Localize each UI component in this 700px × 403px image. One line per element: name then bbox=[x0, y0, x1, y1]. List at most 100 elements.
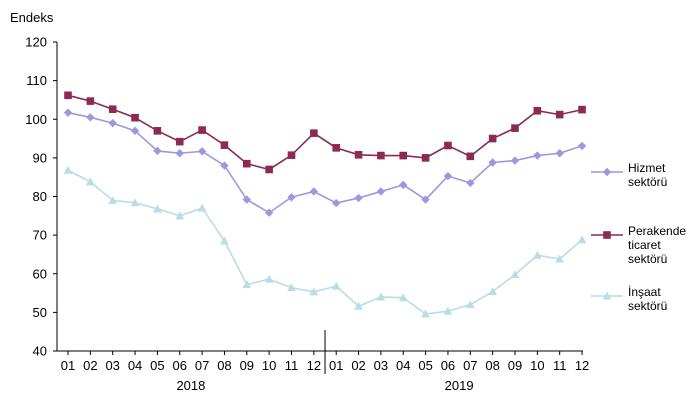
y-tick-label: 90 bbox=[33, 150, 47, 165]
data-point bbox=[377, 151, 385, 160]
x-tick-label: 06 bbox=[441, 358, 455, 373]
x-tick-label: 09 bbox=[240, 358, 254, 373]
data-point bbox=[332, 198, 341, 208]
data-point bbox=[197, 203, 207, 212]
data-point bbox=[220, 161, 229, 170]
legend-label-line: Perakende bbox=[628, 224, 686, 238]
data-point bbox=[533, 106, 542, 115]
data-point bbox=[555, 149, 564, 158]
x-tick-labels: 01 02 03 04 05 06 07 08 09 10 11 12 01 02 03 04 05 06 07 08… bbox=[61, 358, 590, 373]
x-tick-label: 01 bbox=[61, 358, 75, 373]
data-point bbox=[488, 134, 497, 143]
data-point bbox=[197, 147, 207, 156]
data-point bbox=[354, 301, 363, 310]
data-point bbox=[130, 126, 140, 136]
data-point bbox=[175, 211, 185, 220]
data-point bbox=[421, 154, 430, 162]
y-tick-label: 80 bbox=[33, 189, 47, 204]
series-line bbox=[67, 169, 583, 315]
data-point bbox=[64, 91, 72, 100]
legend-marker bbox=[603, 231, 611, 239]
legend-marker bbox=[602, 167, 612, 177]
x-tick-label: 05 bbox=[150, 358, 164, 373]
data-point bbox=[354, 150, 363, 159]
data-point bbox=[376, 187, 386, 196]
data-point bbox=[354, 193, 363, 203]
y-tick-label: 110 bbox=[26, 73, 47, 88]
legend-label: Perakende ticaret sektörü bbox=[628, 224, 686, 266]
data-point bbox=[421, 195, 430, 204]
series-1 bbox=[63, 108, 587, 217]
series-2 bbox=[64, 91, 586, 174]
legend-label-line: sektörü bbox=[628, 299, 667, 313]
data-point bbox=[175, 149, 184, 158]
data-point bbox=[510, 156, 520, 165]
x-tick-label: 12 bbox=[307, 358, 321, 373]
data-point bbox=[220, 236, 229, 245]
data-point bbox=[220, 141, 229, 149]
x-tick-label: 05 bbox=[418, 358, 432, 373]
data-point bbox=[555, 110, 564, 119]
data-point bbox=[399, 151, 408, 160]
data-point bbox=[85, 177, 95, 186]
x-tick-label: 01 bbox=[329, 358, 343, 373]
y-tick-label: 60 bbox=[33, 266, 47, 281]
legend-marker bbox=[602, 291, 612, 300]
data-point bbox=[242, 280, 252, 289]
data-point bbox=[399, 180, 408, 190]
data-point bbox=[332, 144, 340, 152]
legend-label-line: sektörü bbox=[628, 252, 667, 266]
year-labels: 2018 2019 bbox=[176, 378, 473, 393]
legend-entry-3: İnşaat sektörü bbox=[591, 285, 667, 313]
data-point bbox=[264, 208, 274, 217]
data-point bbox=[443, 171, 453, 181]
x-tick-label: 12 bbox=[575, 358, 589, 373]
year-label: 2018 bbox=[176, 378, 205, 393]
data-point bbox=[131, 113, 139, 122]
data-point bbox=[555, 254, 565, 263]
data-point bbox=[421, 309, 430, 318]
x-tick-label: 11 bbox=[553, 358, 567, 373]
data-point bbox=[130, 198, 140, 207]
data-point bbox=[309, 287, 319, 296]
data-point bbox=[465, 300, 475, 309]
data-point bbox=[444, 141, 452, 150]
x-tick-label: 03 bbox=[105, 358, 119, 373]
x-tick-label: 08 bbox=[485, 358, 499, 373]
data-point bbox=[532, 250, 542, 259]
data-point bbox=[511, 124, 519, 132]
y-tick-labels: 40 50 60 70 80 90 100 110 120 bbox=[25, 35, 47, 359]
data-point bbox=[331, 281, 341, 290]
data-point bbox=[63, 165, 73, 174]
x-tick-label: 03 bbox=[374, 358, 388, 373]
data-point bbox=[108, 118, 117, 128]
x-tick-label: 02 bbox=[351, 358, 365, 373]
data-point bbox=[175, 137, 184, 146]
data-point bbox=[310, 129, 318, 137]
y-tick-label: 70 bbox=[33, 228, 47, 243]
legend-label: İnşaat sektörü bbox=[628, 285, 667, 313]
data-point bbox=[577, 141, 587, 151]
x-tick-label: 06 bbox=[173, 358, 187, 373]
series-line bbox=[67, 94, 583, 171]
y-tick-label: 40 bbox=[33, 344, 47, 359]
legend-label: Hizmet sektörü bbox=[628, 161, 667, 189]
axes bbox=[53, 41, 583, 374]
x-tick-label: 10 bbox=[262, 358, 276, 373]
legend-label-line: İnşaat bbox=[628, 285, 661, 299]
data-point bbox=[398, 293, 408, 302]
data-point bbox=[242, 195, 251, 204]
legend-entry-2: Perakende ticaret sektörü bbox=[591, 224, 686, 266]
data-point bbox=[577, 235, 587, 244]
legend: Hizmet sektörü Perakende ticaret sektörü İnşa… bbox=[591, 161, 686, 313]
x-tick-label: 10 bbox=[530, 358, 544, 373]
x-tick-label: 02 bbox=[83, 358, 97, 373]
data-point bbox=[153, 204, 162, 213]
data-point bbox=[287, 151, 296, 159]
data-point bbox=[488, 287, 498, 296]
year-label: 2019 bbox=[445, 378, 474, 393]
x-tick-label: 04 bbox=[396, 358, 410, 373]
data-point bbox=[265, 165, 273, 174]
data-point bbox=[264, 274, 274, 283]
